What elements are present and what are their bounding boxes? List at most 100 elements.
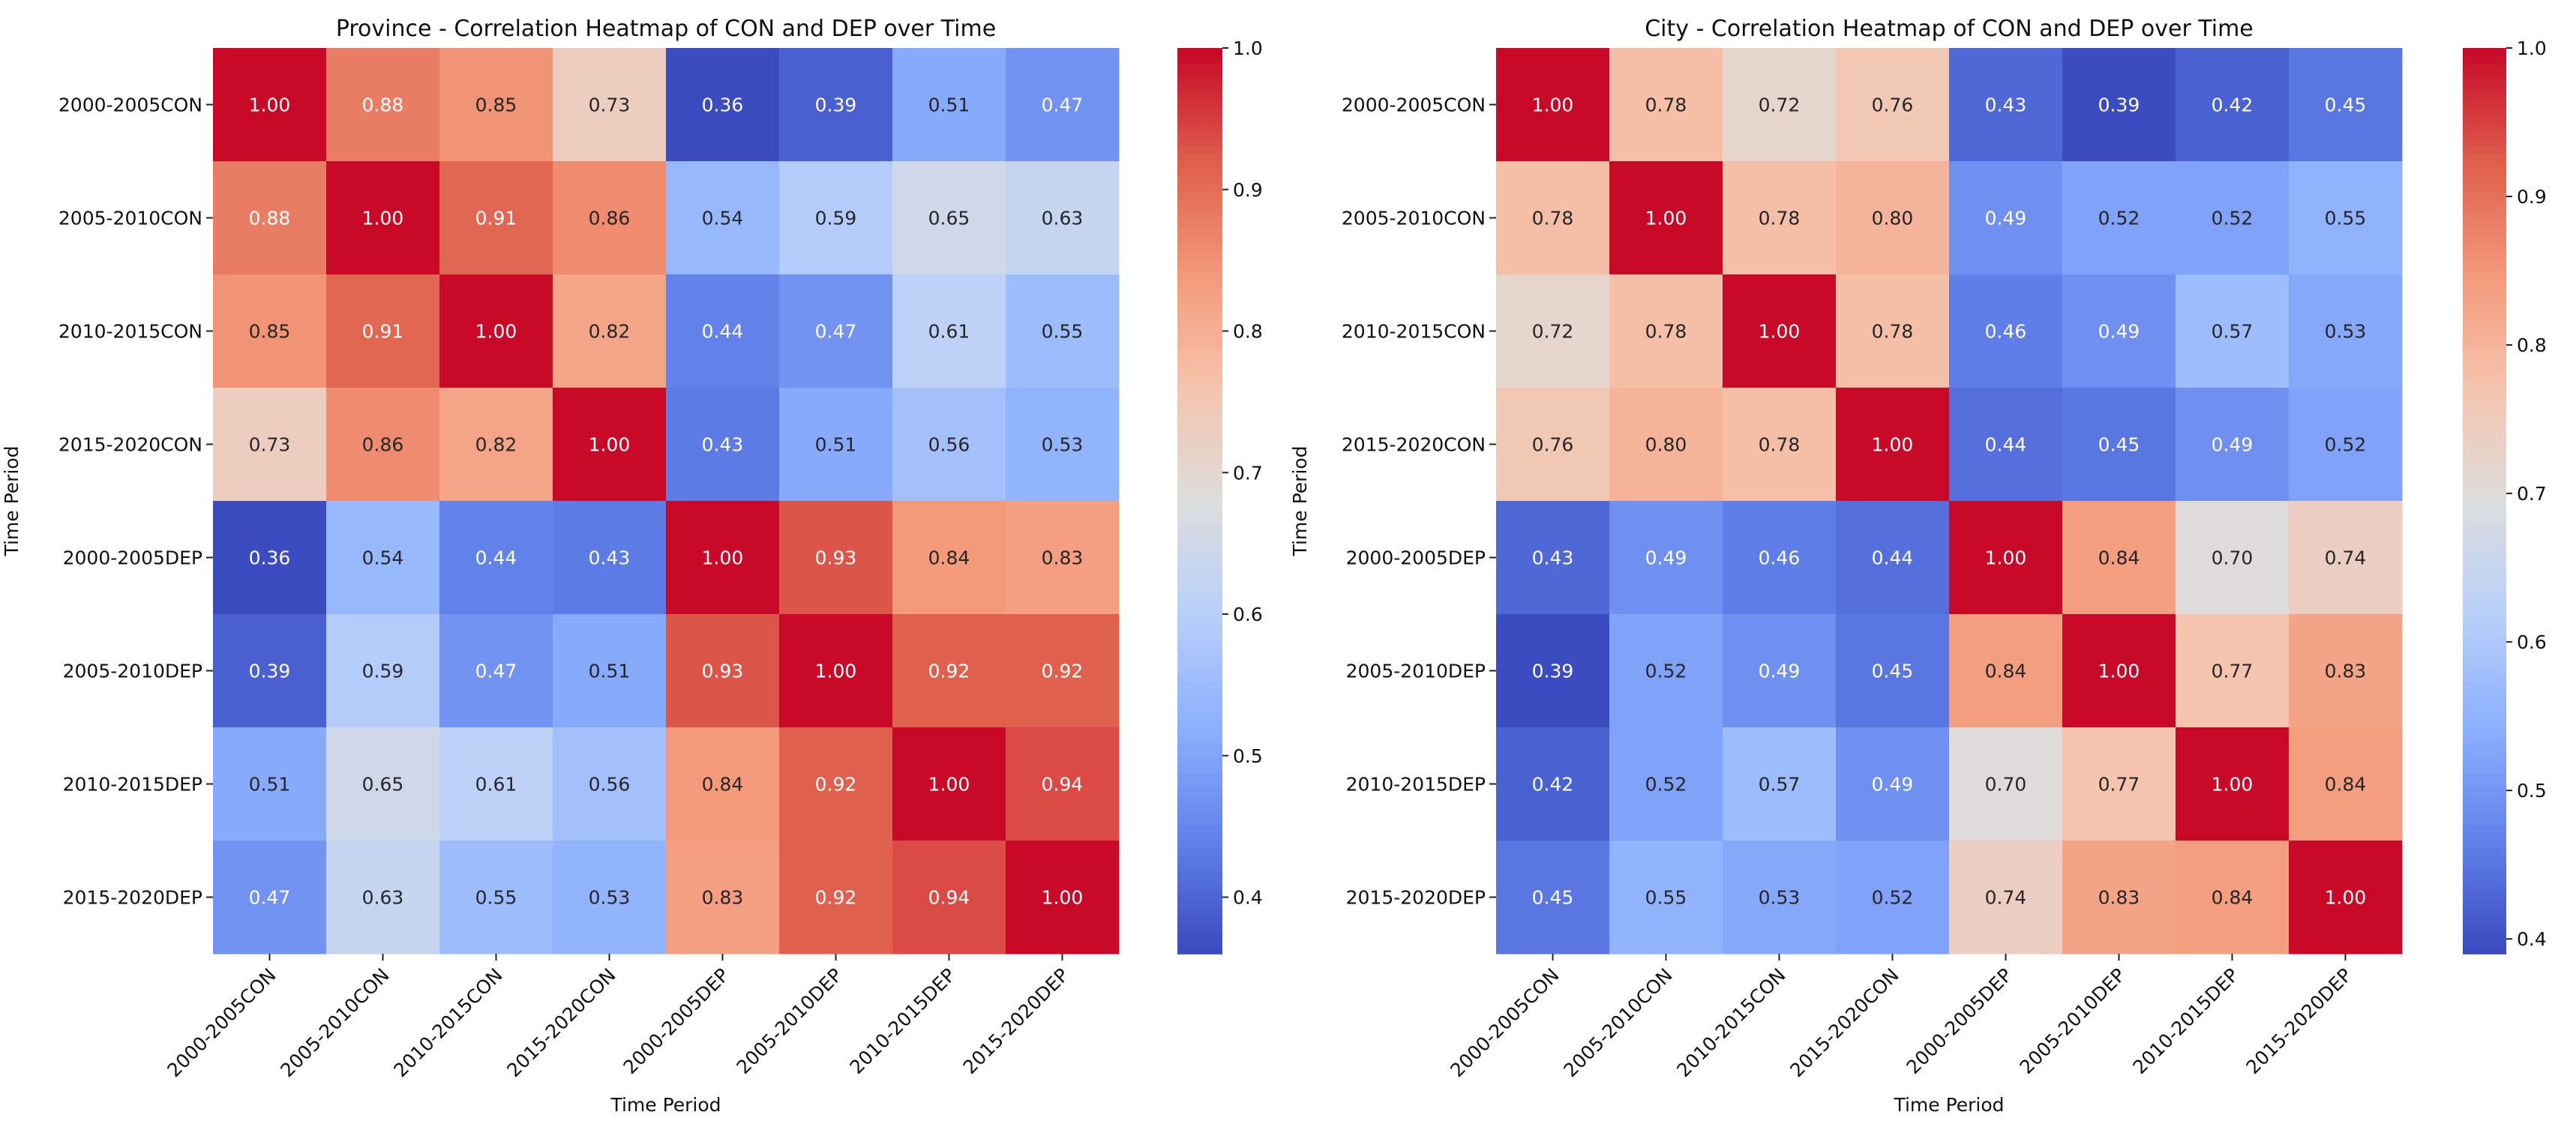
- heatmap-cell: [2289, 388, 2403, 502]
- colorbar-segment: [2463, 742, 2506, 751]
- cell-value-label: 0.84: [702, 774, 744, 796]
- colorbar-segment: [2463, 659, 2506, 668]
- heatmap-cell: [326, 501, 440, 615]
- colorbar-segment: [2463, 304, 2506, 313]
- heatmap-cell: [892, 48, 1006, 162]
- colorbar-segment: [2463, 176, 2506, 184]
- colorbar-segment: [2463, 123, 2506, 132]
- y-tick-label: 2000-2005DEP: [63, 547, 202, 569]
- colorbar-segment: [2463, 463, 2506, 472]
- x-tick-label: 2005-2010CON: [276, 964, 393, 1081]
- heatmap-cell: [326, 274, 440, 388]
- cell-value-label: 0.46: [1759, 547, 1801, 569]
- colorbar-segment: [2463, 938, 2506, 947]
- colorbar-segment: [2463, 63, 2506, 71]
- cell-value-label: 0.45: [2098, 434, 2140, 456]
- cell-value-label: 0.78: [1645, 94, 1687, 116]
- colorbar-segment: [2463, 485, 2506, 494]
- colorbar-segment: [2463, 871, 2506, 880]
- y-tick-label: 2015-2020CON: [1342, 434, 1486, 456]
- cell-value-label: 0.74: [1985, 887, 2027, 909]
- cell-value-label: 0.44: [702, 321, 744, 343]
- cell-value-label: 0.55: [2325, 208, 2367, 229]
- colorbar-tick-label: 0.8: [2517, 334, 2547, 356]
- colorbar-segment: [1177, 568, 1222, 577]
- cell-value-label: 0.52: [2325, 434, 2367, 456]
- colorbar-segment: [1177, 908, 1222, 917]
- cell-value-label: 0.36: [702, 94, 744, 116]
- cell-value-label: 0.82: [589, 321, 631, 343]
- colorbar-segment: [1177, 644, 1222, 653]
- colorbar-segment: [2463, 719, 2506, 728]
- cell-value-label: 0.49: [1645, 547, 1687, 569]
- heatmap-cell: [553, 841, 667, 955]
- colorbar-segment: [1177, 553, 1222, 562]
- colorbar-segment: [1177, 229, 1222, 238]
- colorbar-segment: [2463, 614, 2506, 622]
- colorbar-tick-label: 1.0: [2517, 37, 2547, 59]
- colorbar-segment: [2463, 757, 2506, 766]
- colorbar-segment: [1177, 916, 1222, 925]
- cell-value-label: 0.52: [2212, 208, 2254, 229]
- colorbar-segment: [1177, 55, 1222, 64]
- heatmap-cell: [892, 274, 1006, 388]
- colorbar-segment: [1177, 901, 1222, 910]
- colorbar-segment: [1177, 735, 1222, 743]
- cell-value-label: 0.56: [589, 774, 631, 796]
- x-tick-label: 2015-2020DEP: [958, 964, 1072, 1078]
- heatmap-cell: [892, 388, 1006, 502]
- colorbar-segment: [2463, 184, 2506, 193]
- colorbar-segment: [1177, 583, 1222, 592]
- heatmap-cell: [1949, 388, 2063, 502]
- colorbar-segment: [1177, 538, 1222, 547]
- heatmap-cell: [1609, 274, 1723, 388]
- colorbar-segment: [1177, 712, 1222, 721]
- colorbar-segment: [1177, 689, 1222, 698]
- colorbar-segment: [1177, 425, 1222, 434]
- province-heatmap: Province - Correlation Heatmap of CON an…: [1, 16, 1263, 1116]
- colorbar-segment: [2463, 637, 2506, 646]
- colorbar-segment: [1177, 48, 1222, 56]
- colorbar-tick-label: 0.5: [1233, 745, 1263, 767]
- cell-value-label: 0.39: [2098, 94, 2140, 116]
- colorbar-tick-label: 0.4: [2517, 928, 2547, 950]
- colorbar-segment: [1177, 825, 1222, 834]
- colorbar-segment: [2463, 425, 2506, 434]
- colorbar-tick-label: 1.0: [1233, 37, 1263, 59]
- y-tick-label: 2005-2010DEP: [63, 661, 202, 682]
- colorbar-segment: [2463, 319, 2506, 328]
- colorbar-segment: [2463, 289, 2506, 298]
- heatmap-cell: [553, 501, 667, 615]
- colorbar-segment: [2463, 388, 2506, 396]
- colorbar-segment: [1177, 395, 1222, 403]
- cell-value-label: 0.43: [1532, 547, 1574, 569]
- heatmap-cell: [2062, 501, 2176, 615]
- heatmap-cell: [1723, 841, 1837, 955]
- heatmap-cell: [1836, 274, 1950, 388]
- y-tick-label: 2015-2020DEP: [63, 887, 202, 909]
- colorbar-tick-label: 0.5: [2517, 780, 2547, 802]
- heatmap-cell: [213, 274, 327, 388]
- colorbar-segment: [1177, 719, 1222, 728]
- cell-value-label: 0.47: [1042, 94, 1084, 116]
- cell-value-label: 0.43: [589, 547, 631, 569]
- y-tick-label: 2005-2010CON: [58, 208, 202, 229]
- colorbar-segment: [1177, 191, 1222, 200]
- colorbar-segment: [1177, 531, 1222, 540]
- heatmap-cell: [2176, 841, 2290, 955]
- colorbar-segment: [2463, 841, 2506, 849]
- cell-value-label: 0.83: [2098, 887, 2140, 909]
- colorbar-segment: [2463, 546, 2506, 555]
- cell-value-label: 0.36: [249, 547, 291, 569]
- colorbar-segment: [1177, 85, 1222, 94]
- cell-value-label: 0.70: [1985, 774, 2027, 796]
- heatmap-cell: [779, 48, 893, 162]
- cell-value-label: 0.45: [2325, 94, 2367, 116]
- colorbar-segment: [2463, 478, 2506, 487]
- heatmap-cell: [1496, 48, 1610, 162]
- cell-value-label: 0.92: [1042, 661, 1084, 682]
- colorbar-segment: [1177, 946, 1222, 955]
- cell-value-label: 1.00: [702, 547, 744, 569]
- cell-value-label: 0.63: [1042, 208, 1084, 229]
- colorbar-segment: [2463, 312, 2506, 321]
